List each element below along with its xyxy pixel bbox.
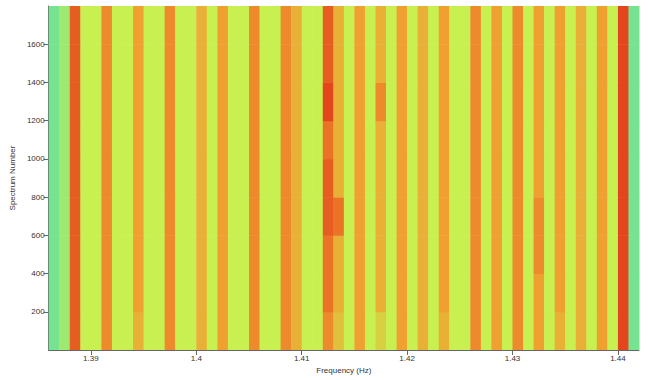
svg-text:1400: 1400	[27, 78, 45, 87]
svg-text:1.41: 1.41	[294, 354, 310, 363]
svg-text:200: 200	[31, 307, 45, 316]
svg-text:1.44: 1.44	[610, 354, 626, 363]
svg-text:1.4: 1.4	[191, 354, 203, 363]
svg-text:Frequency (Hz): Frequency (Hz)	[316, 366, 371, 375]
svg-text:1.42: 1.42	[399, 354, 415, 363]
svg-text:Spectrum Number: Spectrum Number	[8, 145, 17, 210]
svg-text:1.43: 1.43	[505, 354, 521, 363]
svg-text:1.39: 1.39	[83, 354, 99, 363]
svg-text:400: 400	[31, 269, 45, 278]
svg-text:1200: 1200	[27, 116, 45, 125]
svg-text:1000: 1000	[27, 154, 45, 163]
svg-text:800: 800	[31, 193, 45, 202]
svg-text:1600: 1600	[27, 40, 45, 49]
svg-text:600: 600	[31, 231, 45, 240]
